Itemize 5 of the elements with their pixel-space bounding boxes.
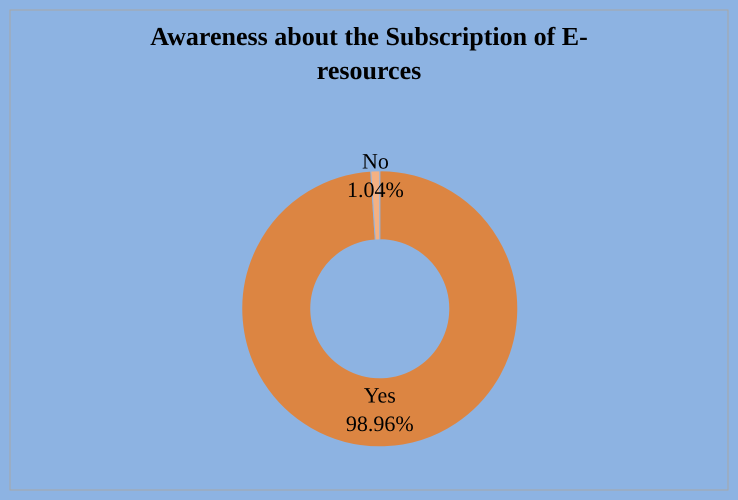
donut-slice [241, 170, 518, 448]
chart-title: Awareness about the Subscription of E-resources [150, 22, 588, 85]
data-label: 98.96% [346, 411, 414, 436]
slice-label: No [362, 148, 389, 174]
slice-label: Yes [364, 382, 396, 408]
